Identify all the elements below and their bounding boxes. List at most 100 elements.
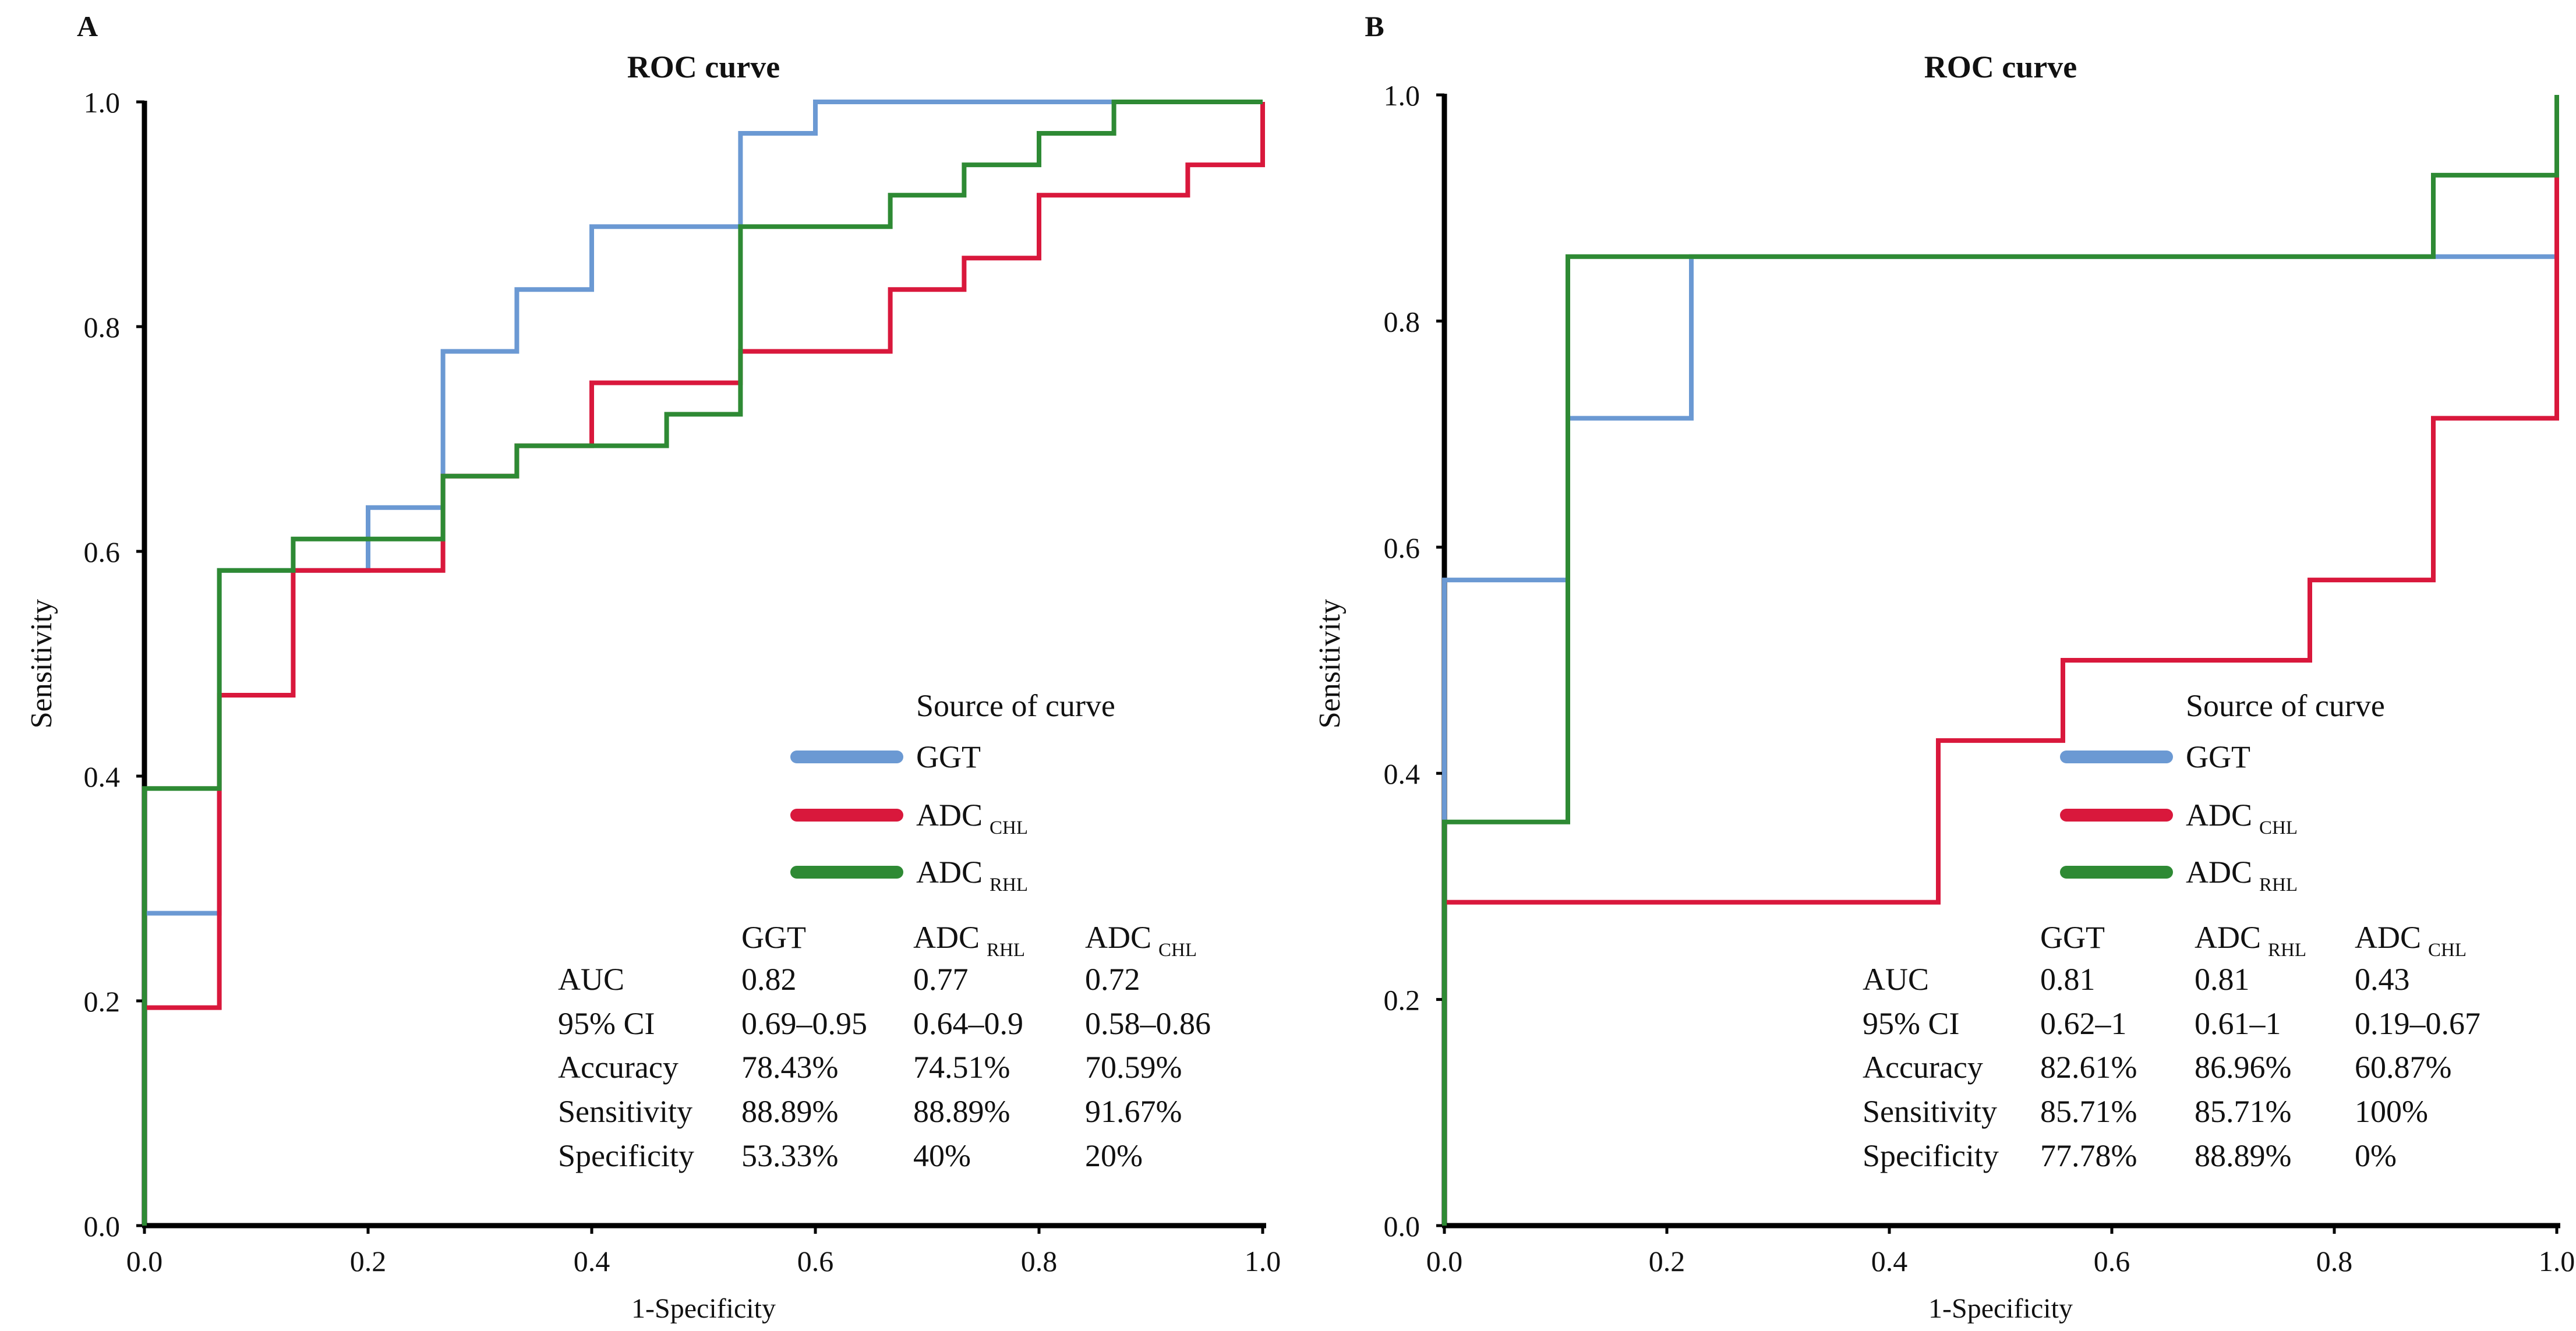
panel-b-x-tick-label: 0.8	[2316, 1245, 2353, 1277]
panel-a-table-header: ADC RHL	[913, 920, 1025, 961]
panel-b-label: B	[1365, 10, 1384, 43]
panel-b-table-row-label: AUC	[1863, 962, 1929, 997]
panel-a-legend-entry-main: GGT	[916, 739, 981, 774]
panel-b-table-header: ADC RHL	[2195, 920, 2306, 961]
panel-b-y-tick-label: 0.6	[1384, 532, 1420, 564]
panel-a-legend-entry: GGT	[916, 739, 981, 774]
panel-b-table-cell: 60.87%	[2355, 1050, 2451, 1085]
panel-b-table-cell: 100%	[2355, 1094, 2428, 1129]
panel-a-legend-entry: ADC CHL	[916, 798, 1028, 838]
panel-a-table-cell: 78.43%	[741, 1050, 838, 1085]
panel-b-y-tick-label: 1.0	[1384, 79, 1420, 112]
panel-b-table-row-label: Accuracy	[1863, 1050, 1983, 1085]
panel-a-x-tick-label: 1.0	[1245, 1245, 1281, 1277]
panel-b-y-axis-label: Sensitivity	[1313, 599, 1347, 728]
panel-a-legend-entry-main: ADC	[916, 798, 983, 833]
panel-b-table-cell: 82.61%	[2040, 1050, 2137, 1085]
panel-b-y-tick-label: 0.4	[1384, 757, 1420, 790]
panel-b-table-cell: 0.61–1	[2195, 1006, 2281, 1041]
panel-b-roc-line-adc-rhl	[1442, 95, 2559, 1226]
panel-a-table-row-label: Sensitivity	[558, 1094, 692, 1129]
panel-b-legend-entry-main: GGT	[2186, 739, 2250, 774]
panel-a-y-tick-label: 1.0	[84, 86, 121, 119]
panel-a-label: A	[77, 10, 98, 43]
panel-b-y-tick-label: 0.2	[1384, 984, 1420, 1017]
panel-a-x-axis-label: 1-Specificity	[631, 1293, 776, 1324]
panel-a-x-tick-label: 0.0	[126, 1245, 163, 1277]
panel-b-table-header-main: GGT	[2040, 920, 2105, 955]
panel-a-table-cell: 88.89%	[741, 1094, 838, 1129]
panel-a-legend-entry-main: ADC	[916, 855, 983, 890]
panel-a-x-tick-label: 0.6	[797, 1245, 834, 1277]
panel-b-table-cell: 0.62–1	[2040, 1006, 2127, 1041]
panel-a-legend-entry: ADC RHL	[916, 855, 1028, 895]
panel-b-legend-entry: GGT	[2186, 739, 2250, 774]
panel-b-table-cell: 0.81	[2040, 962, 2096, 997]
panel-b-table-row-label: Specificity	[1863, 1138, 1999, 1173]
panel-b-table-header-main: ADC	[2355, 920, 2421, 955]
panel-a-table-row-label: Specificity	[558, 1138, 694, 1173]
panel-a-table-cell: 40%	[913, 1138, 971, 1173]
panel-a-legend-entry-subscript: RHL	[990, 875, 1028, 895]
panel-b-table-header: GGT	[2040, 920, 2105, 955]
panel-a-x-tick-label: 0.2	[350, 1245, 387, 1277]
panel-a-y-tick-label: 0.4	[84, 760, 121, 793]
panel-b-table-row-label: Sensitivity	[1863, 1094, 1997, 1129]
panel-b-table-cell: 0%	[2355, 1138, 2397, 1173]
panel-b-legend-entry: ADC RHL	[2186, 855, 2298, 895]
panel-a-y-tick-label: 0.6	[84, 536, 121, 568]
panel-b-y-tick-label: 0.8	[1384, 305, 1420, 338]
panel-b-table-cell: 0.81	[2195, 962, 2250, 997]
panel-a-table-row-label: Accuracy	[558, 1050, 679, 1085]
panel-a-table-header: ADC CHL	[1085, 920, 1197, 961]
panel-b-legend-title: Source of curve	[2186, 688, 2385, 723]
panel-a-table-header: GGT	[741, 920, 806, 955]
panel-a-table-cell: 0.77	[913, 962, 969, 997]
panel-b-table-header-main: ADC	[2195, 920, 2261, 955]
panel-b-table-cell: 85.71%	[2040, 1094, 2137, 1129]
panel-a-table-header-main: ADC	[913, 920, 980, 955]
panel-a-x-tick-label: 0.4	[574, 1245, 610, 1277]
panel-a-table-header-subscript: RHL	[987, 940, 1025, 961]
panel-b-legend-entry: ADC CHL	[2186, 798, 2298, 838]
panel-b-table-cell: 86.96%	[2195, 1050, 2291, 1085]
panel-a-table-cell: 91.67%	[1085, 1094, 1182, 1129]
panel-a-legend-title: Source of curve	[916, 688, 1115, 723]
panel-a-table-cell: 0.58–0.86	[1085, 1006, 1211, 1041]
panel-b-title: ROC curve	[1924, 49, 2077, 84]
panel-a-table-cell: 88.89%	[913, 1094, 1010, 1129]
panel-a-y-tick-label: 0.0	[84, 1210, 121, 1242]
panel-a-table-cell: 74.51%	[913, 1050, 1010, 1085]
panel-b-legend-entry-main: ADC	[2186, 798, 2252, 833]
panel-b-x-tick-label: 0.6	[2094, 1245, 2130, 1277]
panel-a-title: ROC curve	[627, 49, 780, 84]
panel-a-table-cell: 0.69–0.95	[741, 1006, 867, 1041]
panel-a-y-tick-label: 0.8	[84, 311, 121, 344]
panel-a-table-header-subscript: CHL	[1158, 940, 1197, 961]
panel-a-table-cell: 0.82	[741, 962, 797, 997]
panel-a-legend-entry-subscript: CHL	[990, 817, 1028, 838]
panel-b-table-cell: 88.89%	[2195, 1138, 2291, 1173]
panel-a-table-header-main: GGT	[741, 920, 806, 955]
panel-a-y-tick-label: 0.2	[84, 985, 121, 1018]
panel-a-table-cell: 53.33%	[741, 1138, 838, 1173]
panel-a-table-row-label: 95% CI	[558, 1006, 655, 1041]
panel-a-table-row-label: AUC	[558, 962, 624, 997]
panel-a-table-cell: 0.64–0.9	[913, 1006, 1023, 1041]
panel-b-roc-line-adc-chl	[1442, 175, 2559, 1226]
panel-b-table-cell: 77.78%	[2040, 1138, 2137, 1173]
panel-b-x-tick-label: 0.0	[1426, 1245, 1463, 1277]
panel-b-x-tick-label: 0.2	[1649, 1245, 1685, 1277]
panel-a-y-axis-label: Sensitivity	[25, 599, 58, 728]
panel-b-legend-entry-subscript: RHL	[2259, 875, 2298, 895]
panel-b-y-tick-label: 0.0	[1384, 1210, 1420, 1242]
panel-b-legend-entry-main: ADC	[2186, 855, 2252, 890]
panel-b-table-cell: 85.71%	[2195, 1094, 2291, 1129]
panel-a-table-cell: 70.59%	[1085, 1050, 1182, 1085]
panel-a-x-tick-label: 0.8	[1021, 1245, 1058, 1277]
panel-a-table-cell: 0.72	[1085, 962, 1140, 997]
panel-b-table-header-subscript: CHL	[2428, 940, 2467, 961]
panel-b-x-axis-label: 1-Specificity	[1928, 1293, 2073, 1324]
panel-b-table-header: ADC CHL	[2355, 920, 2467, 961]
